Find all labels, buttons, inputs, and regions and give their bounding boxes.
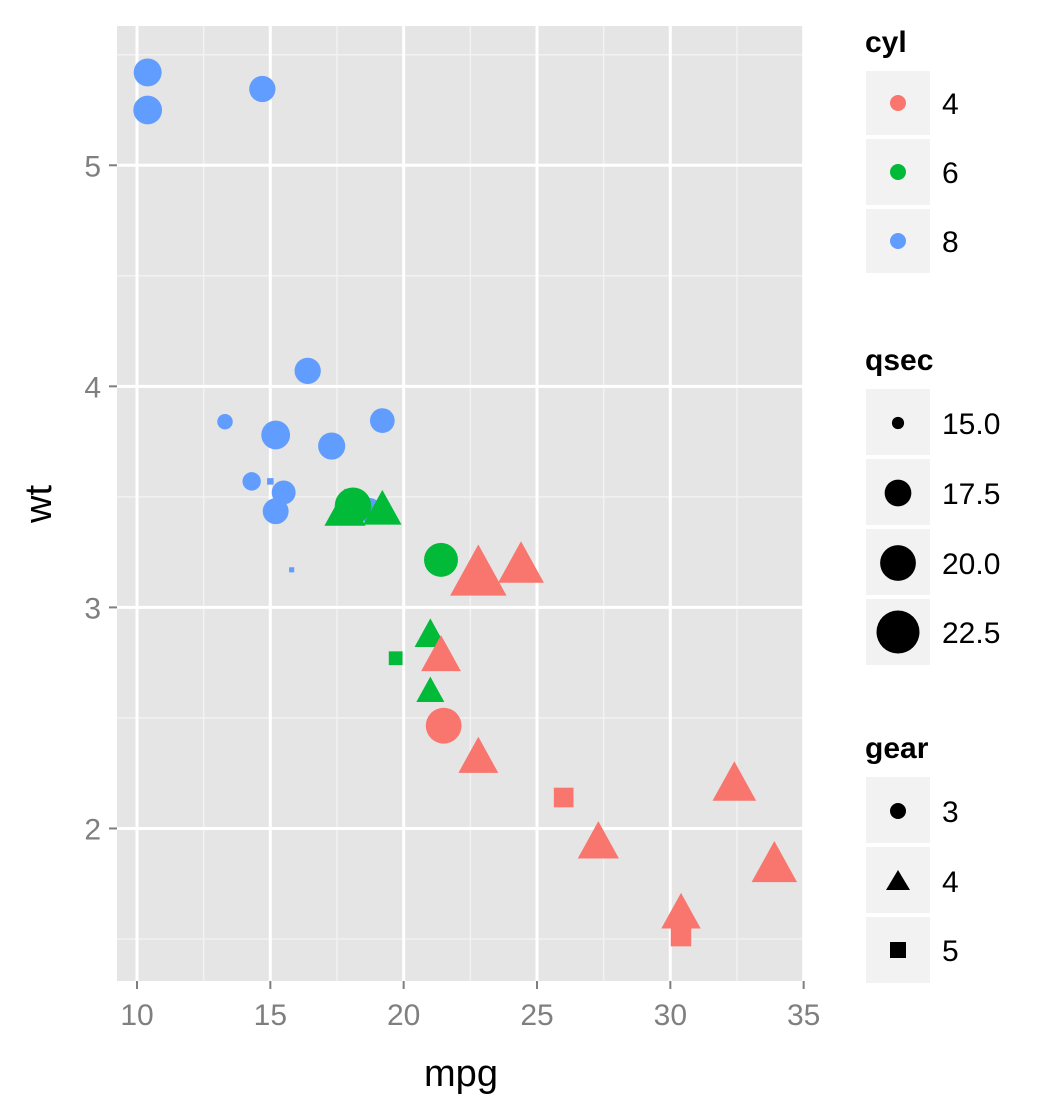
legend-key-bg: [864, 457, 932, 527]
y-axis-title: wt: [18, 485, 60, 524]
legend-key-qsec-20: [880, 545, 916, 581]
data-point-circle: [242, 472, 261, 491]
data-point-triangle: [363, 489, 402, 525]
legend-key-gear-4: [886, 870, 910, 890]
legend-key-gear-3: [890, 803, 906, 819]
x-tick-label: 25: [520, 999, 553, 1032]
data-point-circle: [133, 95, 163, 125]
data-point-circle: [369, 408, 395, 433]
legend-label-qsec-20: 20.0: [942, 548, 1000, 581]
x-tick-label: 35: [787, 999, 820, 1032]
data-point-triangle: [661, 892, 701, 929]
data-point-square: [289, 567, 295, 573]
panel-background: [117, 26, 805, 981]
legend-key-qsec-15: [891, 416, 905, 430]
data-point-triangle: [416, 676, 445, 703]
y-tick-label: 4: [84, 371, 101, 404]
data-point-square: [267, 478, 274, 485]
data-point-triangle: [712, 761, 757, 801]
x-axis: 10 15 20 25 30 35: [120, 981, 820, 1032]
x-tick-label: 10: [120, 999, 153, 1032]
data-point-triangle: [414, 618, 447, 647]
legend-label-cyl-6: 6: [942, 157, 959, 190]
x-axis-title: mpg: [424, 1053, 498, 1095]
major-gridlines: [117, 26, 806, 981]
x-tick-label: 30: [654, 999, 687, 1032]
data-point-circle: [261, 420, 291, 450]
data-point-circle: [334, 487, 372, 524]
data-point-triangle: [498, 541, 544, 583]
data-point-circle: [425, 707, 462, 744]
legend-key-gear-5: [890, 942, 906, 958]
y-tick-label: 3: [84, 592, 101, 625]
legend-label-qsec-17-5: 17.5: [942, 478, 1000, 511]
data-point-square: [388, 651, 403, 666]
y-axis: 2 3 4 5: [84, 150, 117, 846]
data-point-triangle: [458, 736, 499, 773]
data-point-circle: [249, 75, 276, 103]
legend-key-qsec-22-5: [876, 610, 920, 654]
data-point-circle: [318, 432, 346, 460]
data-point-circle: [217, 413, 233, 430]
data-point-triangle: [577, 821, 619, 859]
legend-key-cyl-4: [890, 95, 906, 111]
x-tick-label: 20: [387, 999, 420, 1032]
data-point-square: [670, 925, 692, 947]
data-point-circle: [262, 498, 289, 525]
legend-label-qsec-15: 15.0: [942, 408, 1000, 441]
data-point-circle: [133, 58, 162, 87]
y-tick-label: 2: [84, 813, 101, 846]
data-point-triangle: [450, 544, 507, 596]
legend-qsec: qsec 15.0 17.5 20.0 22.5: [864, 344, 1000, 667]
legend-key-cyl-6: [890, 164, 906, 180]
data-point-circle: [424, 542, 458, 577]
legend-key-cyl-8: [890, 233, 906, 249]
legend-label-gear-3: 3: [942, 796, 959, 829]
legend-gear: gear 3 4 5: [864, 732, 959, 985]
plot-panel: [117, 26, 806, 981]
legend-key-qsec-17-5: [884, 479, 912, 507]
data-points: [133, 58, 798, 947]
data-point-circle: [294, 357, 321, 385]
legend-title-qsec: qsec: [865, 344, 933, 377]
legend-label-gear-4: 4: [942, 866, 959, 899]
legend-label-cyl-4: 4: [942, 88, 959, 121]
data-point-triangle: [421, 635, 461, 672]
data-point-square: [553, 787, 574, 808]
x-tick-label: 15: [254, 999, 287, 1032]
legend-label-gear-5: 5: [942, 935, 959, 968]
legend-cyl: cyl 4 6 8: [864, 26, 959, 275]
y-tick-label: 5: [84, 150, 101, 183]
legend-label-cyl-8: 8: [942, 226, 959, 259]
legend-title-gear: gear: [865, 732, 929, 765]
legend: cyl 4 6 8 qsec 15.0 17.5 20.0 22.5: [864, 26, 1000, 985]
data-point-circle: [271, 480, 296, 505]
legend-label-qsec-22-5: 22.5: [942, 617, 1000, 650]
legend-title-cyl: cyl: [865, 26, 907, 59]
legend-key-bg: [864, 915, 932, 985]
data-point-triangle: [751, 841, 798, 883]
